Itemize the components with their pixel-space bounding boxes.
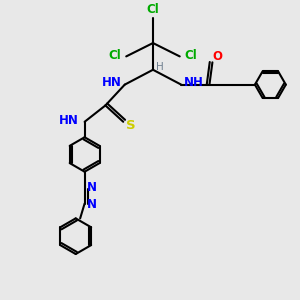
Text: S: S xyxy=(126,119,136,132)
Text: Cl: Cl xyxy=(147,3,159,16)
Text: Cl: Cl xyxy=(109,49,121,62)
Text: O: O xyxy=(213,50,223,63)
Text: HN: HN xyxy=(102,76,122,89)
Text: N: N xyxy=(87,199,97,212)
Text: N: N xyxy=(87,181,97,194)
Text: NH: NH xyxy=(184,76,204,89)
Text: Cl: Cl xyxy=(184,49,197,62)
Text: H: H xyxy=(156,62,164,72)
Text: HN: HN xyxy=(59,114,79,127)
